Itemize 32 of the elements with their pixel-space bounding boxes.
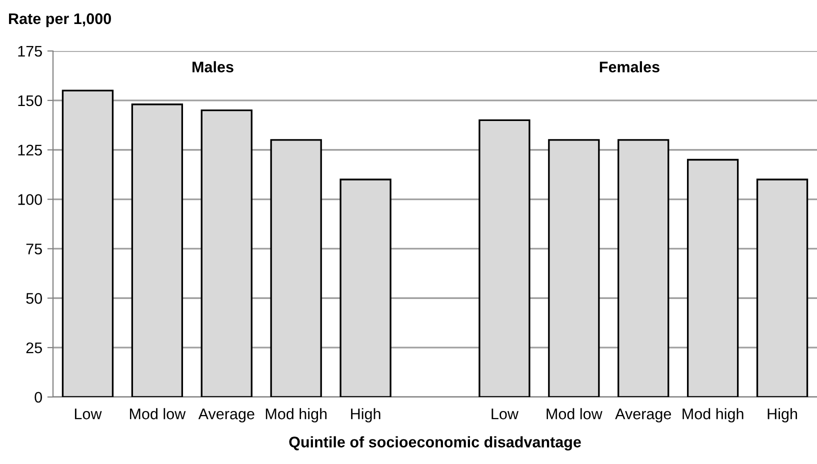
annotation: Males [192, 61, 234, 72]
y-tick-label: 50 [26, 293, 42, 304]
bar [686, 158, 739, 397]
x-tick-label: Mod low [546, 408, 602, 420]
x-tick-label: Mod high [682, 408, 744, 422]
x-tick-label: Mod high [266, 408, 327, 422]
y-axis-title: Rate per 1,000 [9, 13, 111, 28]
y-tick-label: 0 [34, 392, 42, 403]
y-tick-label: 175 [18, 46, 42, 57]
x-tick-label: High [768, 408, 797, 422]
bar [618, 139, 670, 397]
x-tick-label: Mod low [130, 408, 186, 420]
x-tick-label: Average [198, 408, 254, 422]
bar [62, 90, 114, 397]
x-tick-label: Low [74, 408, 102, 420]
y-tick-label: 100 [18, 194, 42, 205]
x-tick-label: Low [492, 408, 519, 420]
y-tick-label: 150 [18, 95, 42, 106]
y-tick-label: 25 [26, 342, 42, 354]
y-tick-label: 75 [26, 244, 42, 254]
bar [478, 119, 530, 397]
bar [548, 139, 600, 397]
bar [340, 178, 392, 397]
annotation: Females [600, 61, 660, 72]
x-axis-title: Quintile of socioeconomic disadvantage [289, 436, 581, 451]
bar [200, 109, 252, 397]
y-tick-label: 125 [18, 144, 42, 156]
bar [270, 139, 322, 397]
x-tick-label: Average [615, 408, 672, 422]
bar [131, 104, 184, 397]
bar [756, 178, 808, 397]
x-tick-label: High [351, 408, 380, 422]
